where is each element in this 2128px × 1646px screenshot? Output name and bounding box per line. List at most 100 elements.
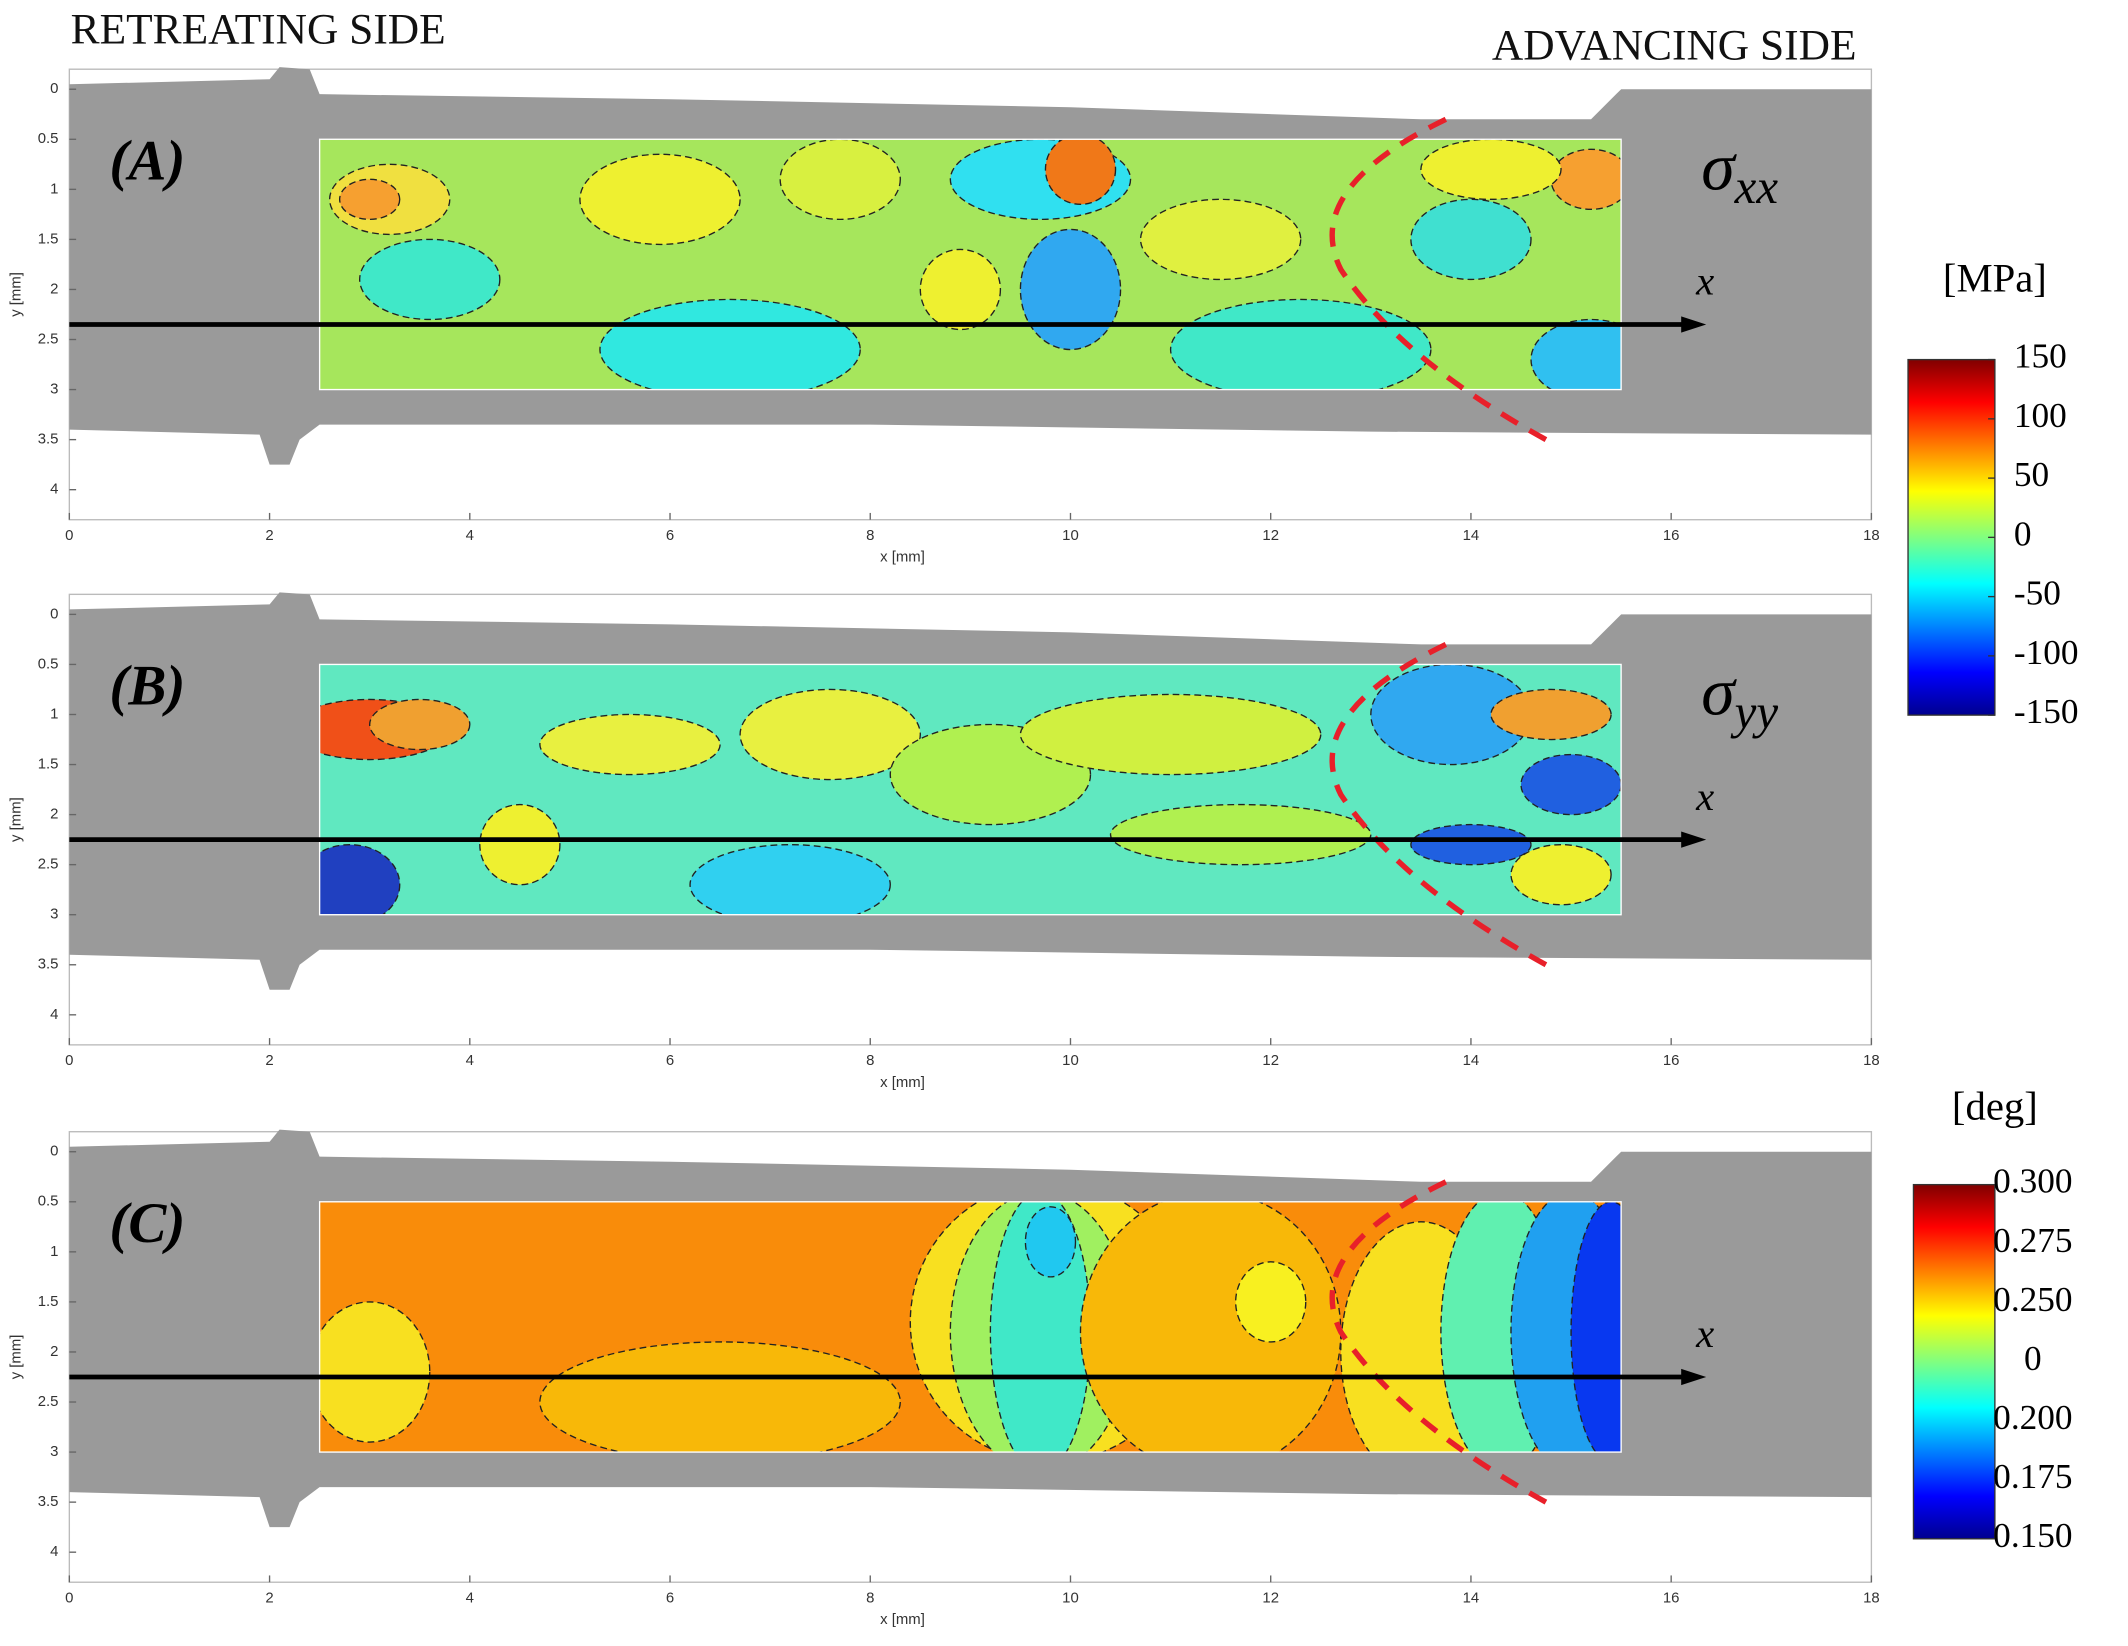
- x-tick-label: 0: [65, 527, 73, 544]
- contour-region: [539, 713, 721, 776]
- contour-field: [319, 664, 1622, 915]
- contour-region: [689, 843, 891, 915]
- contour-region: [739, 688, 921, 781]
- x-tick-label: 8: [866, 527, 874, 544]
- arrow-label: x: [1695, 1311, 1714, 1356]
- stress-symbol: σyy: [1701, 654, 1778, 739]
- symbol: σ: [1701, 129, 1737, 204]
- y-tick-label: 1.5: [38, 755, 59, 772]
- arrow-label: x: [1695, 259, 1714, 304]
- contour-region: [1019, 693, 1322, 776]
- x-tick-label: 14: [1463, 1052, 1480, 1069]
- panel-label: (A): [109, 129, 185, 192]
- y-tick-label: 4: [50, 1543, 58, 1560]
- x-axis-label: x [mm]: [880, 549, 925, 566]
- x-tick-label: 14: [1463, 527, 1480, 544]
- contour-field: [319, 139, 1622, 390]
- y-tick-label: 1.5: [38, 230, 59, 247]
- y-tick-label: 2: [50, 1343, 58, 1360]
- y-tick-label: 2.5: [38, 330, 59, 347]
- stress-symbol: σxx: [1701, 129, 1778, 214]
- x-tick-label: 18: [1863, 527, 1880, 544]
- x-tick-label: 16: [1663, 1589, 1680, 1606]
- stir-zone-boundary: [1329, 641, 1548, 968]
- x-tick-label: 2: [265, 1589, 273, 1606]
- subscript: xx: [1734, 159, 1779, 214]
- contour-region: [1570, 1201, 1622, 1453]
- contour-region: [319, 1301, 431, 1443]
- colorbar-label: [deg]: [1952, 1083, 2038, 1128]
- contour-frame: [318, 663, 1622, 916]
- retreating-label: RETREATING SIDE: [71, 5, 446, 53]
- panel: x (A) σxx 0 2 4 6 8 10 12 14 16 18 0 0.5 1 1.5 2 2.5 3 3.5 4 x…: [7, 67, 1880, 566]
- colorbar-tick-label: 0: [2014, 514, 2032, 553]
- x-tick-label: 0: [65, 1589, 73, 1606]
- arrow-label: x: [1695, 774, 1714, 819]
- y-tick-label: 1: [50, 180, 58, 197]
- y-tick-label: 3: [50, 906, 58, 923]
- contour-frame: [318, 1201, 1622, 1453]
- y-axis-label: y [mm]: [7, 1335, 24, 1380]
- y-tick-label: 3: [50, 381, 58, 398]
- y-tick-label: 0: [50, 1143, 58, 1160]
- contour-field: [319, 1201, 1622, 1453]
- subscript: yy: [1730, 684, 1779, 739]
- x-tick-label: 2: [265, 1052, 273, 1069]
- x-tick-label: 14: [1463, 1589, 1480, 1606]
- colorbar-tick-label: 0.200: [1993, 1398, 2072, 1437]
- contour-region: [1550, 148, 1622, 211]
- colorbar-tick-label: -150: [2014, 692, 2079, 731]
- contour-region: [1019, 228, 1122, 351]
- x-tick-label: 2: [265, 527, 273, 544]
- x-tick-label: 18: [1863, 1589, 1880, 1606]
- contour-region: [1024, 1206, 1077, 1278]
- y-tick-label: 3: [50, 1443, 58, 1460]
- colorbar-tick-label: 0.175: [1993, 1457, 2072, 1496]
- contour-region: [1109, 803, 1372, 866]
- x-tick-label: 10: [1062, 527, 1079, 544]
- panel: x (C) 0 2 4 6 8 10 12 14 16 18 0 0.5 1 1.5 2 2.5 3 3.5 4 x [m…: [7, 1129, 1880, 1628]
- y-tick-label: 2: [50, 806, 58, 823]
- x-tick-label: 4: [466, 1589, 474, 1606]
- x-arrow-head: [1681, 316, 1707, 333]
- contour-region: [1420, 139, 1562, 201]
- advancing-label: ADVANCING SIDE: [1492, 22, 1857, 70]
- y-tick-label: 3.5: [38, 431, 59, 448]
- contour-region: [358, 238, 501, 321]
- x-tick-label: 6: [666, 1052, 674, 1069]
- x-tick-label: 16: [1663, 527, 1680, 544]
- y-tick-label: 1: [50, 1243, 58, 1260]
- colorbar: [1907, 358, 1996, 716]
- colorbar-tick-label: 0.300: [1993, 1162, 2072, 1201]
- contour-region: [1234, 1261, 1307, 1343]
- y-tick-label: 3.5: [38, 1493, 59, 1510]
- x-tick-label: 12: [1262, 1589, 1279, 1606]
- stir-zone-boundary: [1329, 1179, 1548, 1505]
- x-tick-label: 10: [1062, 1589, 1079, 1606]
- contour-region: [579, 153, 741, 246]
- colorbar-tick-label: 0.150: [1993, 1516, 2072, 1555]
- colorbar-label: [MPa]: [1943, 256, 2047, 301]
- contour-region: [1520, 753, 1622, 816]
- contour-region: [1410, 823, 1532, 866]
- y-tick-label: 3.5: [38, 956, 59, 973]
- contour-region: [1410, 198, 1532, 281]
- y-tick-label: 4: [50, 1006, 58, 1023]
- panel: x (B) σyy 0 2 4 6 8 10 12 14 16 18 0 0.5 1 1.5 2 2.5 3 3.5 4 x…: [7, 592, 1880, 1091]
- contour-region: [779, 139, 901, 221]
- x-tick-label: 0: [65, 1052, 73, 1069]
- y-axis-label: y [mm]: [7, 797, 24, 842]
- y-tick-label: 0.5: [38, 655, 59, 672]
- contour-region: [1490, 688, 1612, 741]
- contour-region: [1044, 139, 1117, 206]
- contour-region: [1139, 198, 1302, 281]
- colorbar-tick-label: -100: [2014, 633, 2079, 672]
- x-tick-label: 18: [1863, 1052, 1880, 1069]
- contour-region: [1079, 1201, 1342, 1453]
- colorbar-tick-label: 0: [2024, 1339, 2042, 1378]
- x-tick-label: 4: [466, 527, 474, 544]
- x-arrow-head: [1681, 831, 1707, 848]
- contour-region: [539, 1341, 901, 1453]
- colorbar-tick-label: 150: [2014, 337, 2067, 376]
